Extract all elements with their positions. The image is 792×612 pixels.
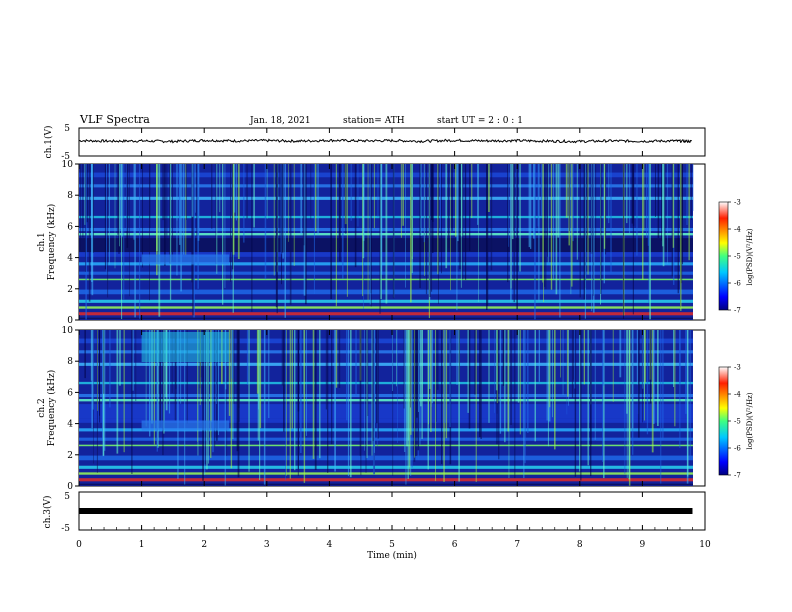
ch1-ytick-top: 5 [64, 124, 70, 134]
colorbar-2-ticks: -3 -4 -5 -6 -7 [728, 364, 741, 480]
colorbar-tick-label: -4 [734, 226, 741, 234]
colorbar-1-gradient [718, 201, 729, 311]
ch1-ytick-bottom: -5 [61, 152, 70, 162]
spectro2-yticks: 0 2 4 6 8 10 [62, 326, 79, 492]
colorbar-tick-label: -3 [734, 199, 741, 207]
ch3-trace [79, 508, 693, 514]
ytick-label: 2 [67, 285, 73, 295]
colorbar-tick-label: -7 [734, 307, 741, 315]
spectro1-yticks: 0 2 4 6 8 10 [62, 160, 79, 326]
colorbar-tick-label: -7 [734, 472, 741, 480]
ch1-trace [78, 138, 692, 144]
figure-title: VLF Spectra [79, 113, 150, 126]
xtick-label: 0 [76, 540, 82, 550]
xtick-label: 5 [389, 540, 395, 550]
ytick-label: 0 [67, 482, 73, 492]
ch2-spectrogram-panel: ch.2Frequency (kHz) 0 2 4 6 8 10 [37, 326, 706, 492]
ch1-spectrogram-panel: ch.1Frequency (kHz) 0 2 4 6 8 10 [37, 160, 706, 326]
ytick-label: 8 [67, 191, 73, 201]
colorbar-1-label: log(PSD)(V²/Hz) [746, 228, 754, 285]
time-axis-label: Time (min) [367, 550, 417, 561]
ytick-label: 10 [62, 326, 74, 336]
xtick-label: 7 [514, 540, 520, 550]
xtick-label: 1 [139, 540, 145, 550]
xtick-label: 6 [452, 540, 458, 550]
colorbar-tick-label: -4 [734, 391, 741, 399]
spectro2-ylabel: ch.2Frequency (kHz) [37, 370, 57, 447]
ch1-line-panel: 5 -5 ch.1(V) [43, 124, 706, 162]
xtick-label: 8 [577, 540, 583, 550]
colorbar-tick-label: -6 [734, 280, 741, 288]
ch3-line-panel: 5 -5 ch.3(V) [42, 491, 706, 534]
ytick-label: 8 [67, 357, 73, 367]
colorbar-tick-label: -3 [734, 364, 741, 372]
colorbar-tick-label: -6 [734, 445, 741, 453]
colorbar-1-ticks: -3 -4 -5 -6 -7 [728, 199, 741, 315]
xtick-label: 10 [699, 540, 711, 550]
colorbar-2: -3 -4 -5 -6 -7 log(PSD)(V²/Hz) [718, 364, 754, 480]
start-ut-label: start UT = 2 : 0 : 1 [437, 116, 523, 126]
station-label: station= ATH [343, 116, 405, 126]
ytick-label: 4 [67, 420, 73, 430]
colorbar-1: -3 -4 -5 -6 -7 log(PSD)(V²/Hz) [718, 199, 754, 315]
xtick-label: 9 [640, 540, 646, 550]
colorbar-tick-label: -5 [734, 253, 741, 261]
ytick-label: 2 [67, 451, 73, 461]
ch1-ylabel: ch.1(V) [43, 126, 54, 159]
colorbar-2-label: log(PSD)(V²/Hz) [746, 392, 754, 449]
xtick-label: 4 [327, 540, 333, 550]
ytick-label: 6 [67, 388, 73, 398]
ytick-label: 0 [67, 316, 73, 326]
colorbar-2-gradient [718, 366, 729, 476]
xtick-label: 2 [201, 540, 207, 550]
ch3-ytick-bottom: -5 [61, 524, 70, 534]
xtick-label: 3 [264, 540, 270, 550]
ch3-ytick-top: 5 [64, 492, 70, 502]
time-axis: 0 1 2 3 4 5 6 7 8 9 10 [76, 128, 711, 550]
ytick-label: 6 [67, 222, 73, 232]
spectro1-ylabel: ch.1Frequency (kHz) [37, 204, 57, 281]
spectro1-image [79, 164, 694, 320]
ch3-ylabel: ch.3(V) [42, 496, 53, 529]
date-label: Jan. 18, 2021 [249, 116, 311, 126]
spectro2-image [79, 330, 693, 486]
colorbar-tick-label: -5 [734, 418, 741, 426]
ytick-label: 4 [67, 254, 73, 264]
ytick-label: 10 [62, 160, 74, 170]
